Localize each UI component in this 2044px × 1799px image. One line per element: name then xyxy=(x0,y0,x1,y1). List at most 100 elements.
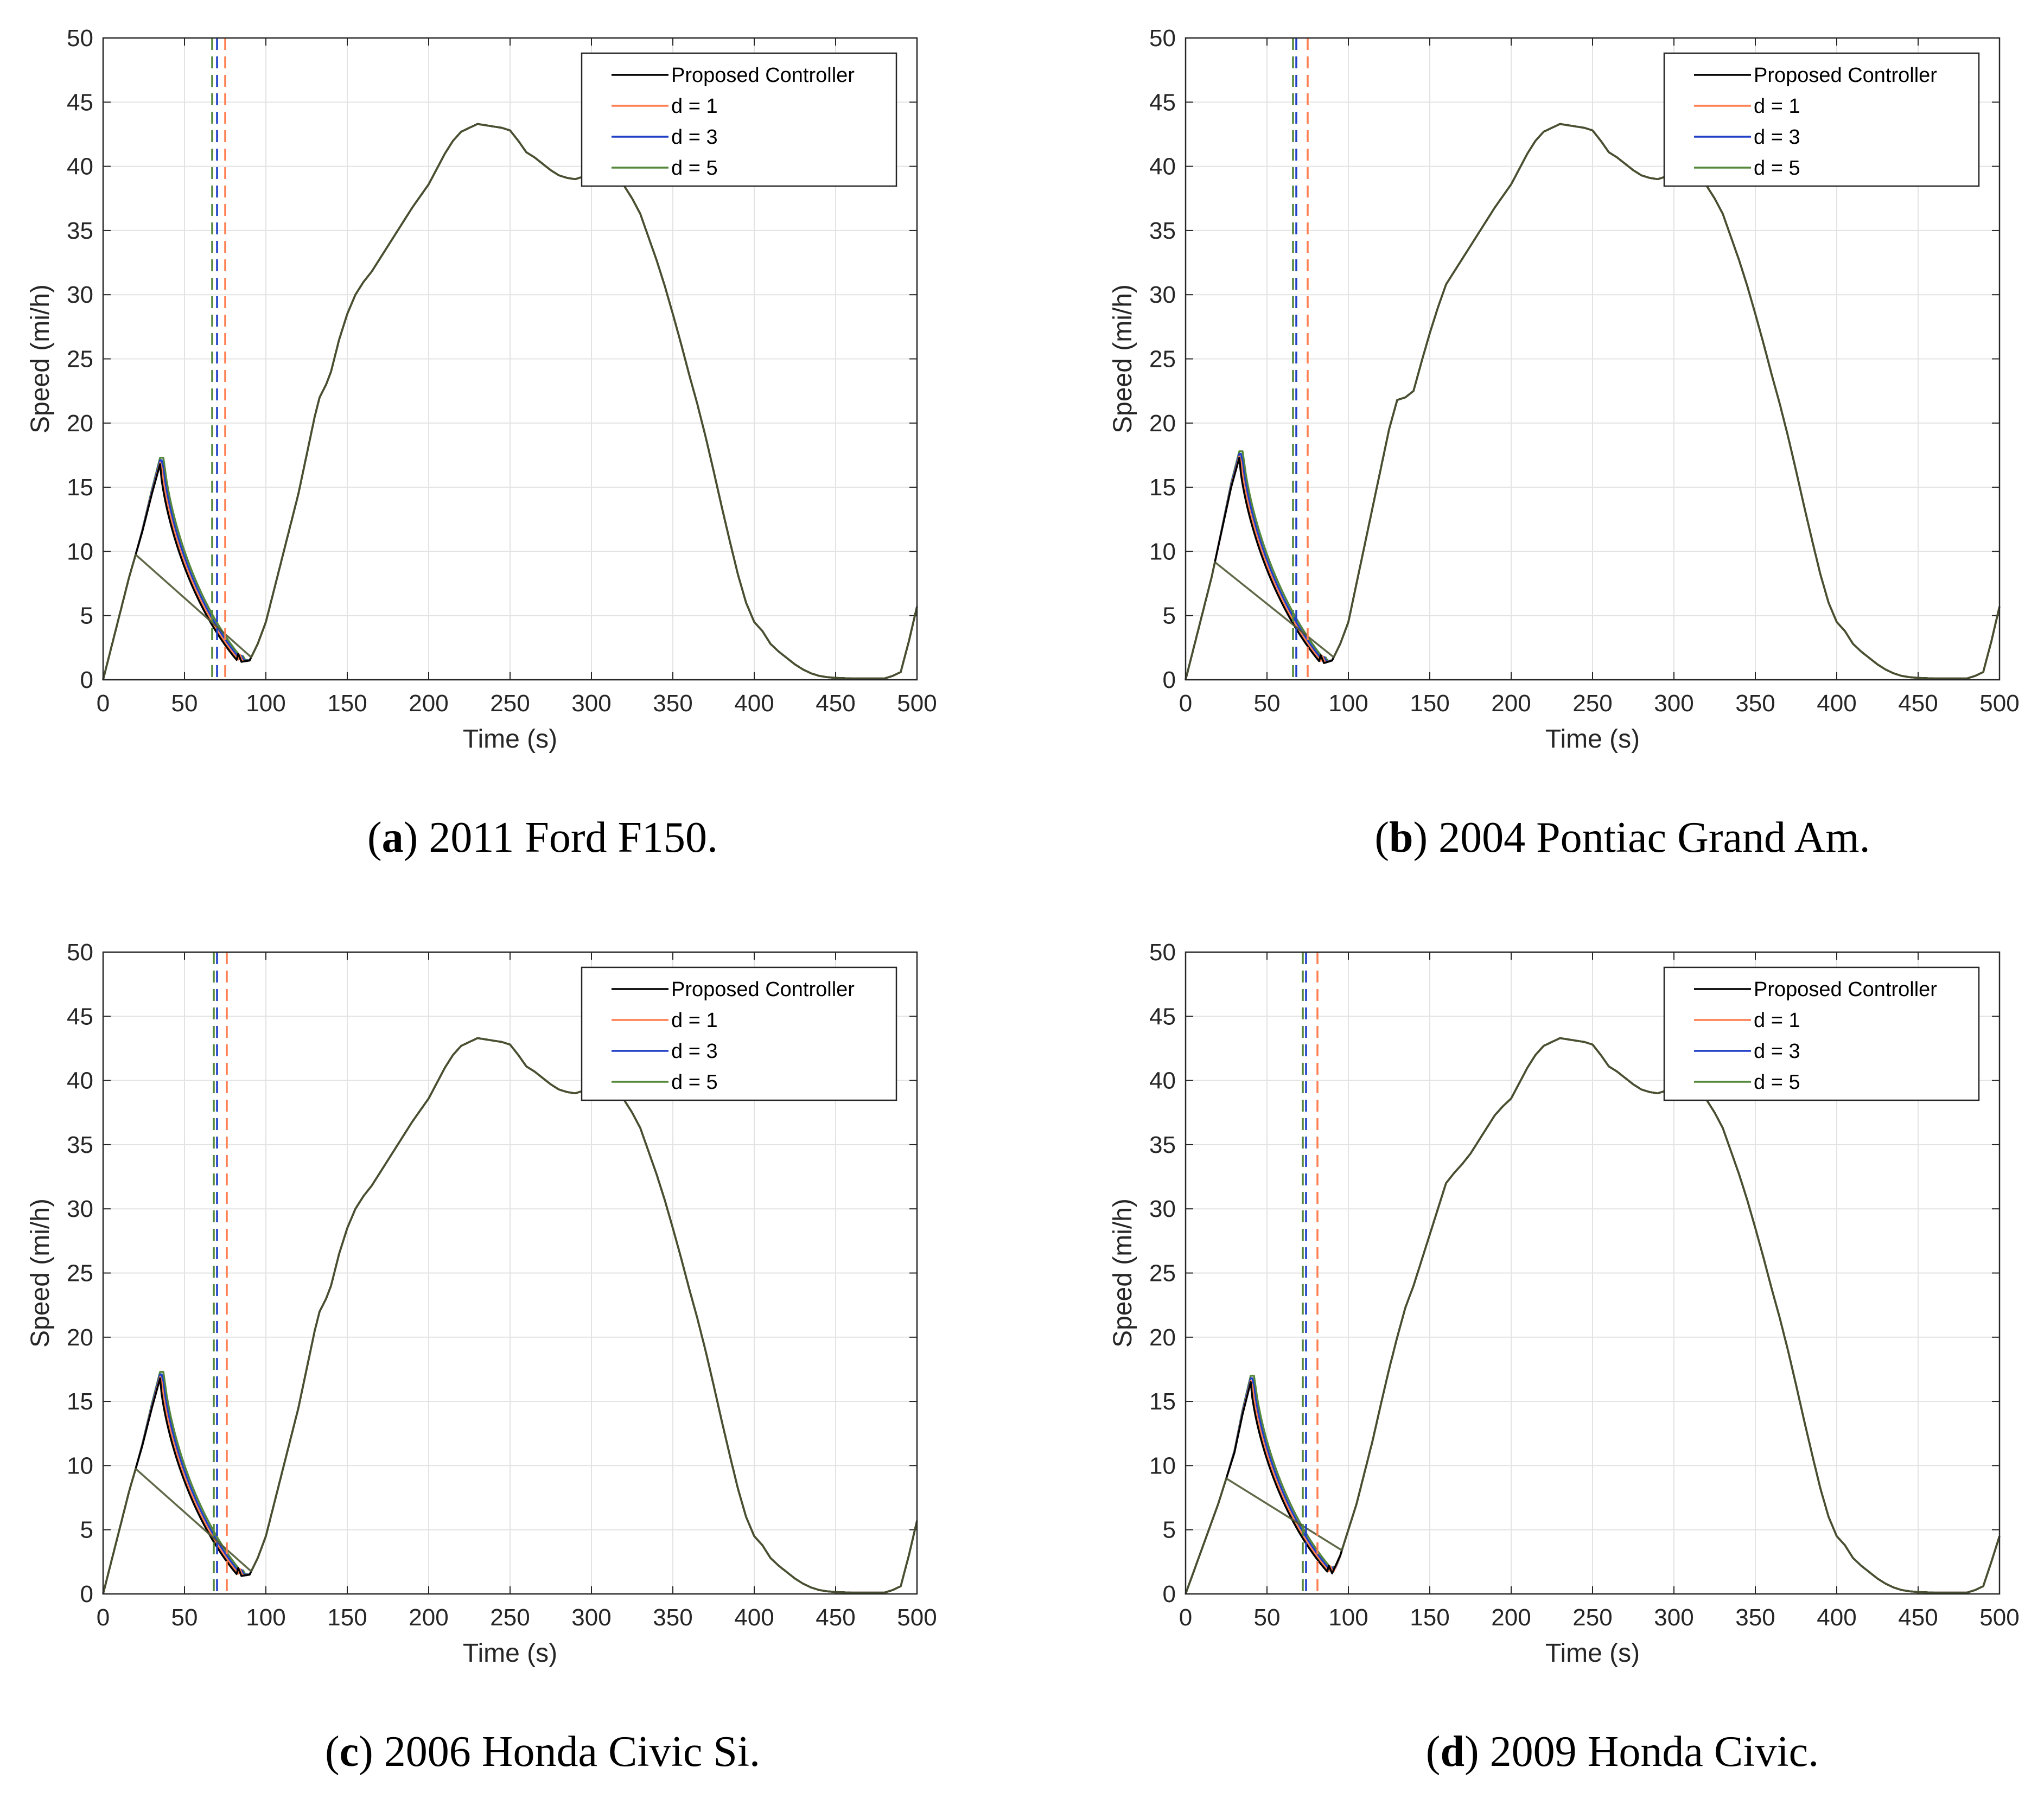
legend-label-d5: d = 5 xyxy=(1754,1071,1800,1094)
x-tick-label: 100 xyxy=(1328,1604,1368,1631)
x-tick-label: 300 xyxy=(571,1604,611,1631)
y-axis-label: Speed (mi/h) xyxy=(26,284,55,433)
x-tick-label: 400 xyxy=(1817,1604,1856,1631)
x-tick-label: 350 xyxy=(1735,690,1775,717)
legend: Proposed Controller d = 1 d = 3 d = 5 xyxy=(1663,52,1980,187)
y-tick-label: 45 xyxy=(67,89,93,116)
y-tick-label: 5 xyxy=(80,603,93,629)
series-line-overlap xyxy=(1185,1037,2001,1594)
series-line-overlap xyxy=(1185,123,2001,680)
y-tick-label: 25 xyxy=(1149,346,1176,373)
y-tick-label: 45 xyxy=(67,1003,93,1030)
series-line-overlap xyxy=(102,123,918,680)
x-tick-label: 350 xyxy=(1735,1604,1775,1631)
caption-part: ) 2006 Honda Civic Si. xyxy=(359,1728,760,1776)
legend-label-d5: d = 5 xyxy=(671,1071,718,1094)
legend: Proposed Controller d = 1 d = 3 d = 5 xyxy=(581,52,897,187)
y-tick-label: 40 xyxy=(1149,1068,1176,1094)
x-tick-label: 150 xyxy=(327,1604,367,1631)
axes-frame xyxy=(1185,951,2001,1595)
legend-label-d1: d = 1 xyxy=(671,95,718,118)
x-tick-label: 250 xyxy=(1572,1604,1612,1631)
y-tick-label: 20 xyxy=(1149,410,1176,437)
axes-frame xyxy=(102,951,918,1595)
y-tick-label: 30 xyxy=(1149,282,1176,308)
legend-label-d1: d = 1 xyxy=(1754,95,1800,118)
caption-part: d xyxy=(1440,1728,1464,1776)
x-tick-label: 450 xyxy=(816,690,855,717)
x-tick-label: 250 xyxy=(1572,690,1612,717)
legend-label-d5: d = 5 xyxy=(1754,157,1800,180)
x-tick-label: 150 xyxy=(1410,690,1449,717)
x-tick-label: 50 xyxy=(171,1604,198,1631)
y-tick-label: 0 xyxy=(80,667,93,693)
y-axis-label: Speed (mi/h) xyxy=(26,1198,55,1348)
y-tick-label: 35 xyxy=(1149,218,1176,244)
caption-part: ) 2004 Pontiac Grand Am. xyxy=(1413,814,1870,862)
caption-part: a xyxy=(382,814,404,862)
y-tick-label: 15 xyxy=(1149,474,1176,501)
legend-label-proposed: Proposed Controller xyxy=(671,978,855,1001)
x-tick-label: 450 xyxy=(1898,1604,1938,1631)
y-tick-label: 20 xyxy=(1149,1324,1176,1351)
series-line-overlap xyxy=(102,1037,918,1594)
y-tick-label: 40 xyxy=(67,1068,93,1094)
y-tick-label: 40 xyxy=(1149,154,1176,180)
x-tick-label: 200 xyxy=(1491,1604,1531,1631)
y-tick-label: 25 xyxy=(1149,1260,1176,1287)
x-tick-label: 100 xyxy=(1328,690,1368,717)
x-tick-label: 300 xyxy=(571,690,611,717)
x-tick-label: 200 xyxy=(1491,690,1531,717)
y-tick-label: 30 xyxy=(1149,1196,1176,1222)
caption-part: ) 2009 Honda Civic. xyxy=(1464,1728,1819,1776)
y-tick-label: 5 xyxy=(1163,1517,1176,1543)
y-tick-label: 50 xyxy=(67,939,93,966)
legend: Proposed Controller d = 1 d = 3 d = 5 xyxy=(581,966,897,1101)
x-tick-label: 500 xyxy=(897,690,937,717)
y-tick-label: 50 xyxy=(1149,939,1176,966)
x-tick-label: 250 xyxy=(490,690,530,717)
x-tick-label: 100 xyxy=(246,1604,285,1631)
y-tick-label: 0 xyxy=(1163,1581,1176,1607)
y-tick-label: 50 xyxy=(67,25,93,52)
y-tick-label: 10 xyxy=(67,538,93,565)
x-tick-label: 300 xyxy=(1654,1604,1693,1631)
y-tick-label: 20 xyxy=(67,410,93,437)
y-tick-label: 45 xyxy=(1149,89,1176,116)
x-tick-label: 400 xyxy=(734,690,774,717)
caption-part: ( xyxy=(325,1728,340,1776)
legend-label-d3: d = 3 xyxy=(671,1040,718,1063)
y-tick-label: 50 xyxy=(1149,25,1176,52)
x-tick-label: 100 xyxy=(246,690,285,717)
chart-panel-b: 0 50 100 150 200 250 300 350 400 450 500 0 5 10 15 20 25… xyxy=(1109,25,2020,862)
caption-part: c xyxy=(340,1728,359,1776)
chart-panel-d: 0 50 100 150 200 250 300 350 400 450 500 0 5 10 15 20 25… xyxy=(1109,939,2020,1776)
caption-part: ( xyxy=(367,814,382,862)
y-axis-label: Speed (mi/h) xyxy=(1109,284,1137,433)
y-axis-label: Speed (mi/h) xyxy=(1109,1198,1137,1348)
x-tick-label: 300 xyxy=(1654,690,1693,717)
y-tick-label: 0 xyxy=(1163,667,1176,693)
x-tick-label: 0 xyxy=(1179,690,1192,717)
y-tick-label: 15 xyxy=(1149,1388,1176,1415)
legend-label-d3: d = 3 xyxy=(671,126,718,149)
x-tick-label: 350 xyxy=(653,690,692,717)
x-tick-label: 50 xyxy=(1254,690,1281,717)
panel-caption: (c) 2006 Honda Civic Si. xyxy=(325,1728,760,1776)
x-tick-label: 500 xyxy=(1979,1604,2019,1631)
caption-part: b xyxy=(1389,814,1413,862)
legend-label-proposed: Proposed Controller xyxy=(1754,64,1937,87)
y-tick-label: 0 xyxy=(80,1581,93,1607)
legend-label-proposed: Proposed Controller xyxy=(1754,978,1937,1001)
y-tick-label: 35 xyxy=(67,1132,93,1158)
legend-label-d1: d = 1 xyxy=(671,1009,718,1032)
caption-part: ( xyxy=(1426,1728,1441,1776)
chart-panel-c: 0 50 100 150 200 250 300 350 400 450 500 0 5 10 15 20 25… xyxy=(26,939,937,1776)
y-tick-label: 15 xyxy=(67,474,93,501)
x-tick-label: 500 xyxy=(897,1604,937,1631)
x-tick-label: 200 xyxy=(409,1604,448,1631)
x-axis-label: Time (s) xyxy=(1545,1639,1640,1668)
y-tick-label: 35 xyxy=(67,218,93,244)
x-tick-label: 400 xyxy=(1817,690,1856,717)
y-tick-label: 20 xyxy=(67,1324,93,1351)
